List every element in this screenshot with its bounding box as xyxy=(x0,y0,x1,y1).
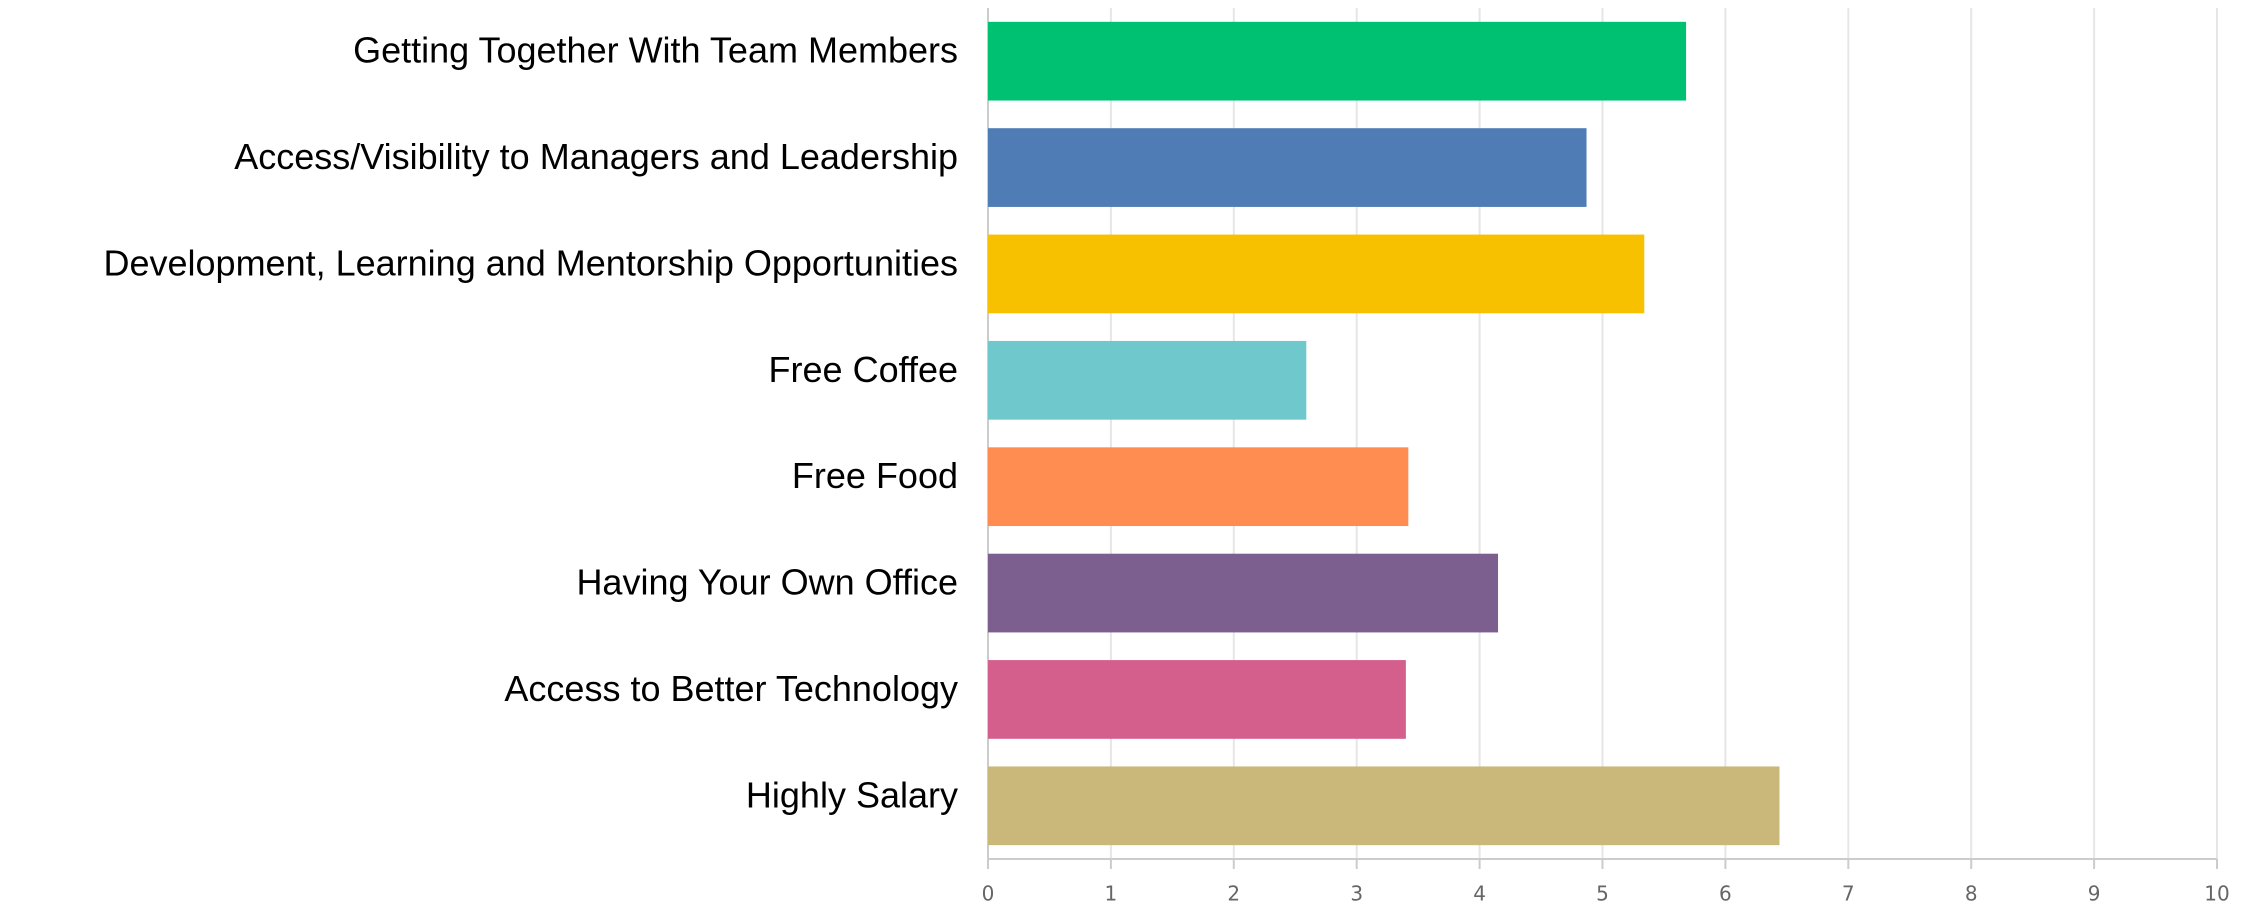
bar xyxy=(988,21,1687,101)
y-tick-label: Highly Salary xyxy=(746,774,958,815)
x-tick-label: 10 xyxy=(2204,882,2229,903)
y-tick-label: Having Your Own Office xyxy=(576,562,958,603)
bar xyxy=(988,553,1499,633)
bar xyxy=(988,128,1587,207)
bar xyxy=(988,660,1406,739)
y-tick-label: Access to Better Technology xyxy=(504,668,958,709)
y-tick-label: Free Coffee xyxy=(769,349,958,390)
x-tick-label: 2 xyxy=(1227,882,1240,903)
y-tick-label: Getting Together With Team Members xyxy=(353,30,958,71)
bar xyxy=(988,447,1409,527)
bar xyxy=(988,340,1307,420)
x-tick-label: 9 xyxy=(2088,882,2101,903)
x-tick-label: 5 xyxy=(1596,882,1609,903)
x-tick-label: 0 xyxy=(982,882,995,903)
x-tick-label: 3 xyxy=(1350,882,1363,903)
y-tick-label: Free Food xyxy=(792,455,958,496)
x-tick-label: 1 xyxy=(1105,882,1118,903)
y-tick-label: Access/Visibility to Managers and Leader… xyxy=(234,136,958,177)
bar xyxy=(988,234,1645,314)
y-tick-label: Development, Learning and Mentorship Opp… xyxy=(103,242,958,283)
x-tick-label: 4 xyxy=(1473,882,1486,903)
x-tick-label: 8 xyxy=(1965,882,1978,903)
x-tick-label: 6 xyxy=(1719,882,1732,903)
bar xyxy=(988,766,1780,846)
x-tick-label: 7 xyxy=(1842,882,1855,903)
